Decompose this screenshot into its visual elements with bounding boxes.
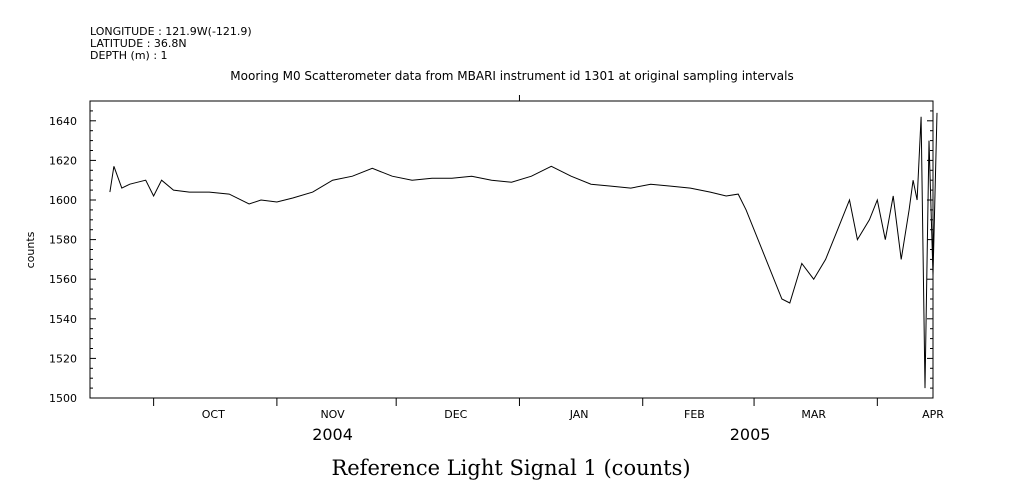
y-axis-label: counts [24, 231, 37, 268]
header-longitude: LONGITUDE : 121.9W(-121.9) [90, 25, 252, 38]
header-depth: DEPTH (m) : 1 [90, 49, 168, 62]
header-latitude: LATITUDE : 36.8N [90, 37, 187, 50]
y-tick-label: 1640 [49, 115, 77, 128]
x-month-label: APR [922, 408, 944, 421]
x-month-label: MAR [801, 408, 826, 421]
x-year-label: 2005 [730, 425, 771, 444]
chart-title: Mooring M0 Scatterometer data from MBARI… [230, 69, 793, 83]
x-axis-label: Reference Light Signal 1 (counts) [331, 456, 690, 480]
x-month-label: JAN [569, 408, 589, 421]
y-tick-label: 1600 [49, 194, 77, 207]
x-year-label: 2004 [312, 425, 353, 444]
y-tick-label: 1620 [49, 154, 77, 167]
y-axis: 1500 1520 1540 1560 1580 1600 1620 1640 [49, 100, 933, 405]
y-tick-label: 1560 [49, 273, 77, 286]
series-layer [109, 112, 938, 389]
y-tick-label: 1540 [49, 313, 77, 326]
plot-frame [89, 100, 934, 399]
x-month-label: NOV [320, 408, 345, 421]
x-month-label: FEB [684, 408, 705, 421]
y-tick-label: 1520 [49, 352, 77, 365]
series-line-0 [109, 112, 938, 389]
y-tick-label: 1500 [49, 392, 77, 405]
x-axis: OCT NOV DEC JAN FEB MAR APR 2004 2005 [153, 95, 944, 444]
x-month-label: DEC [444, 408, 467, 421]
y-tick-label: 1580 [49, 234, 77, 247]
x-month-label: OCT [202, 408, 225, 421]
